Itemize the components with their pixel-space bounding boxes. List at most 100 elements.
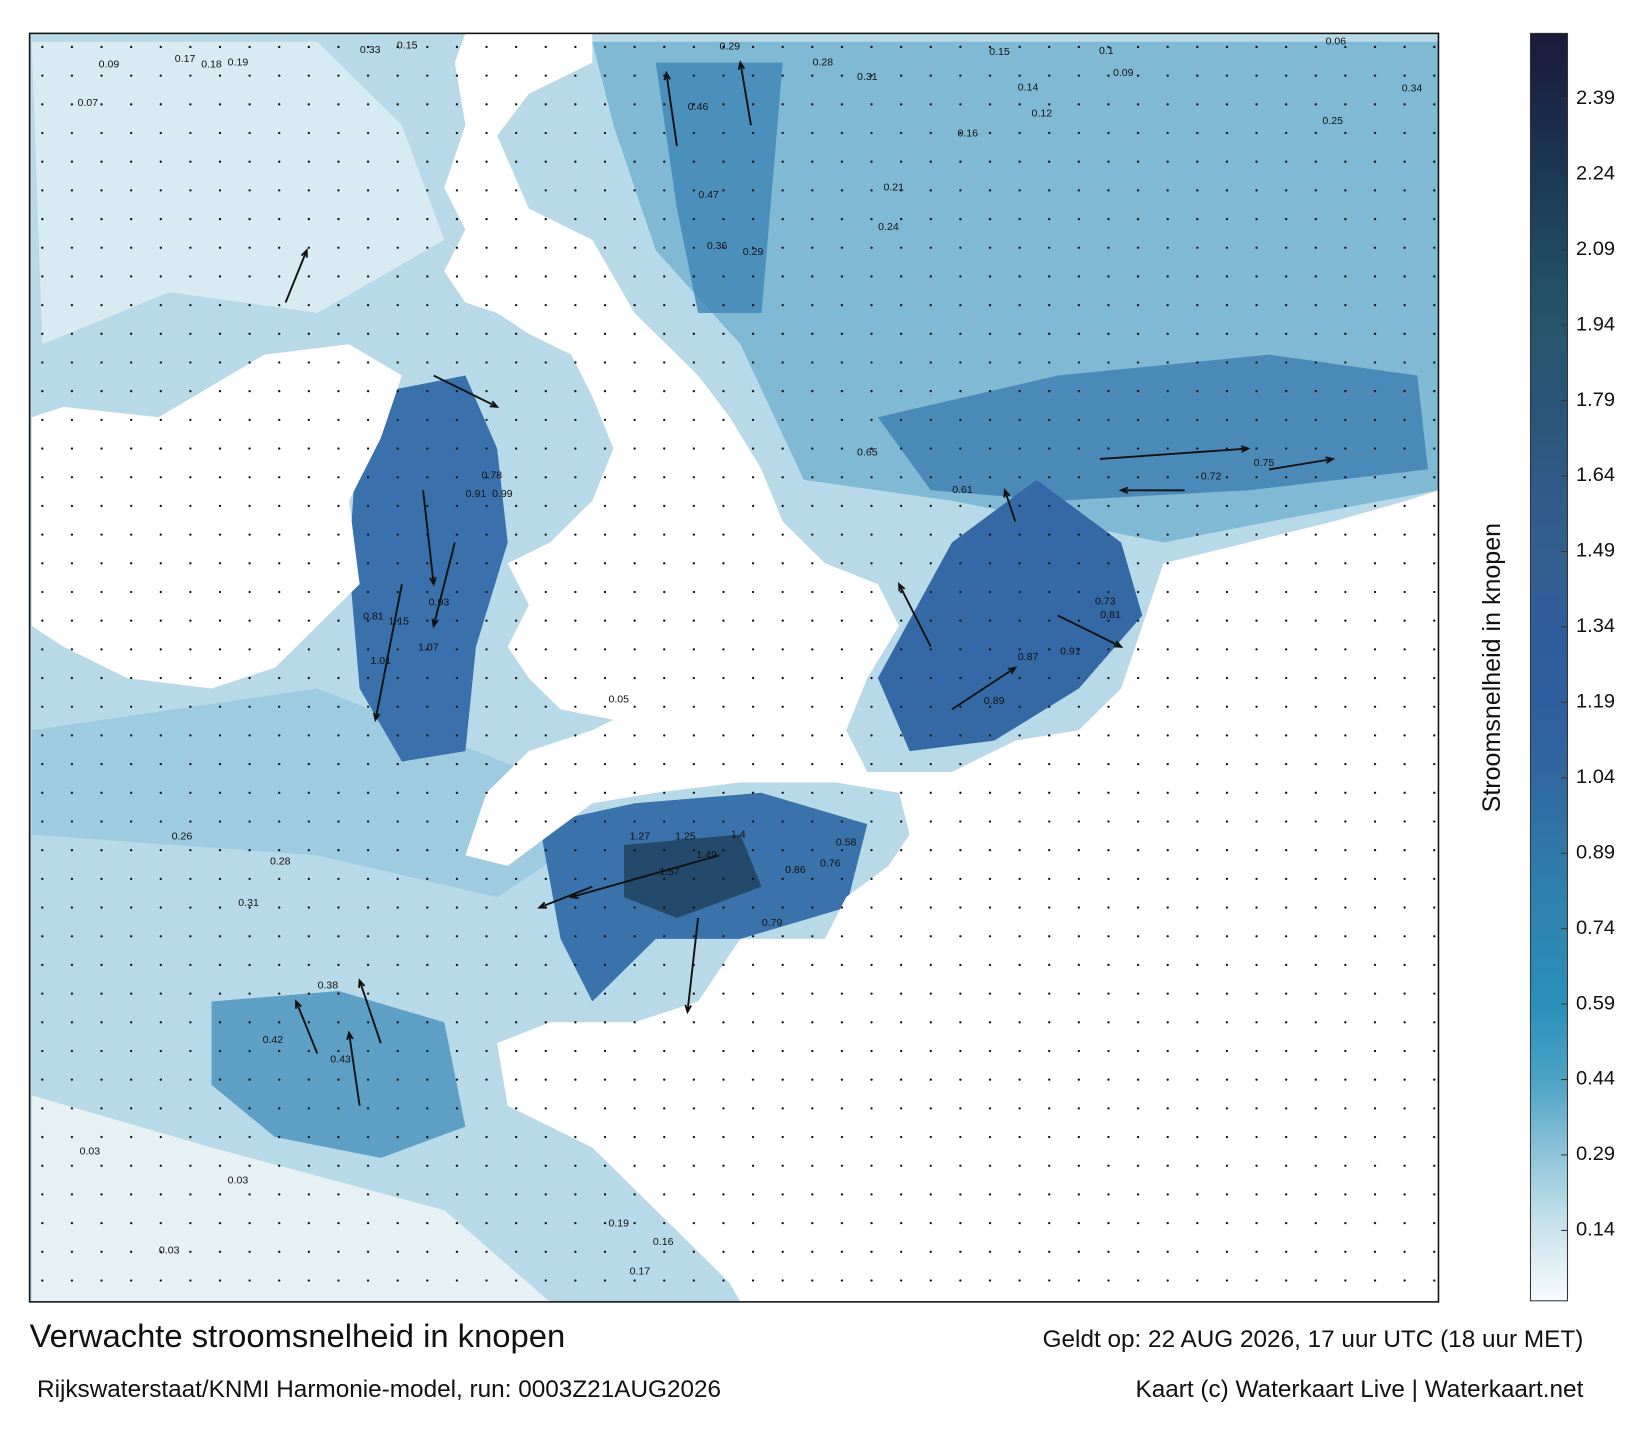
grid-dot [129,160,133,163]
grid-dot [1107,762,1110,766]
grid-dot [366,332,370,335]
grid-dot [41,1049,44,1053]
grid-dot [1373,1250,1377,1253]
grid-dot [870,877,873,881]
grid-dot [663,361,666,364]
grid-dot [811,820,814,823]
grid-dot [307,762,311,766]
arrow [284,250,308,303]
grid-dot [1284,619,1288,622]
grid-dot [278,45,281,49]
grid-dot [633,275,636,278]
grid-dot [781,131,784,135]
grid-dot [1048,590,1051,594]
grid-dot [1225,762,1229,766]
grid-dot [129,676,133,680]
grid-dot [1403,734,1406,737]
colorbar-label: Stroomsnelheid in knopen [1478,523,1506,812]
grid-dot [159,935,162,938]
grid-dot [1196,275,1199,278]
grid-dot [929,1078,932,1081]
grid-dot [100,992,103,995]
grid-dot [1284,332,1288,335]
grid-dot [1284,418,1288,422]
grid-dot [692,1221,696,1225]
grid-dot [1314,418,1317,422]
grid-dot [1344,1279,1347,1282]
grid-dot [722,217,725,221]
grid-dot [307,1193,311,1196]
grid-dot [1433,189,1436,192]
grid-dot [1403,1135,1406,1139]
grid-dot [1373,45,1377,49]
grid-dot [840,877,844,881]
grid-dot [1403,1078,1406,1081]
grid-dot [1107,676,1110,680]
grid-dot [692,619,696,622]
grid-dot [751,1107,755,1110]
grid-dot [1048,1049,1051,1053]
grid-dot [337,1078,340,1081]
grid-dot [514,45,518,49]
grid-dot [1136,418,1140,422]
grid-dot [129,504,133,508]
grid-dot [189,217,192,221]
grid-dot [899,275,903,278]
grid-dot [426,45,429,49]
speed-label: 0.09 [99,59,120,71]
grid-dot [1284,590,1288,594]
grid-dot [159,303,162,307]
grid-dot [1255,45,1258,49]
speed-label: 0.46 [688,101,709,113]
grid-dot [929,676,932,680]
grid-dot [1373,992,1377,995]
grid-dot [278,734,281,737]
grid-dot [722,533,725,536]
grid-dot [811,246,814,249]
grid-dot [337,103,340,106]
grid-dot [337,590,340,594]
grid-dot [959,533,962,536]
grid-dot [514,906,518,909]
grid-dot [1255,361,1258,364]
grid-dot [751,762,755,766]
grid-dot [1433,1250,1436,1253]
grid-dot [574,103,577,106]
grid-dot [1403,963,1406,967]
grid-dot [988,275,992,278]
grid-dot [278,189,281,192]
grid-dot [218,303,222,307]
grid-dot [248,1164,251,1167]
grid-dot [692,1049,696,1053]
grid-dot [485,275,488,278]
grid-dot [159,103,162,106]
grid-dot [870,361,873,364]
grid-dot [189,1049,192,1053]
grid-dot [366,562,370,565]
grid-dot [870,504,873,508]
grid-dot [574,906,577,909]
grid-dot [1077,332,1081,335]
grid-dot [455,1135,459,1139]
grid-dot [840,303,844,307]
grid-dot [1225,1078,1229,1081]
grid-dot [633,820,636,823]
grid-dot [1255,590,1258,594]
arrow-head [346,1030,354,1041]
grid-dot [1136,1135,1140,1139]
grid-dot [189,476,192,479]
grid-dot [870,303,873,307]
grid-dot [781,246,784,249]
grid-dot [603,1221,607,1225]
grid-dot [1284,648,1288,651]
grid-dot [1284,1193,1288,1196]
grid-dot [1433,217,1436,221]
grid-dot [100,217,103,221]
grid-dot [633,476,636,479]
grid-dot [1196,705,1199,708]
grid-dot [366,390,370,393]
grid-dot [100,906,103,909]
grid-dot [485,562,488,565]
grid-dot [455,275,459,278]
grid-dot [1166,676,1169,680]
